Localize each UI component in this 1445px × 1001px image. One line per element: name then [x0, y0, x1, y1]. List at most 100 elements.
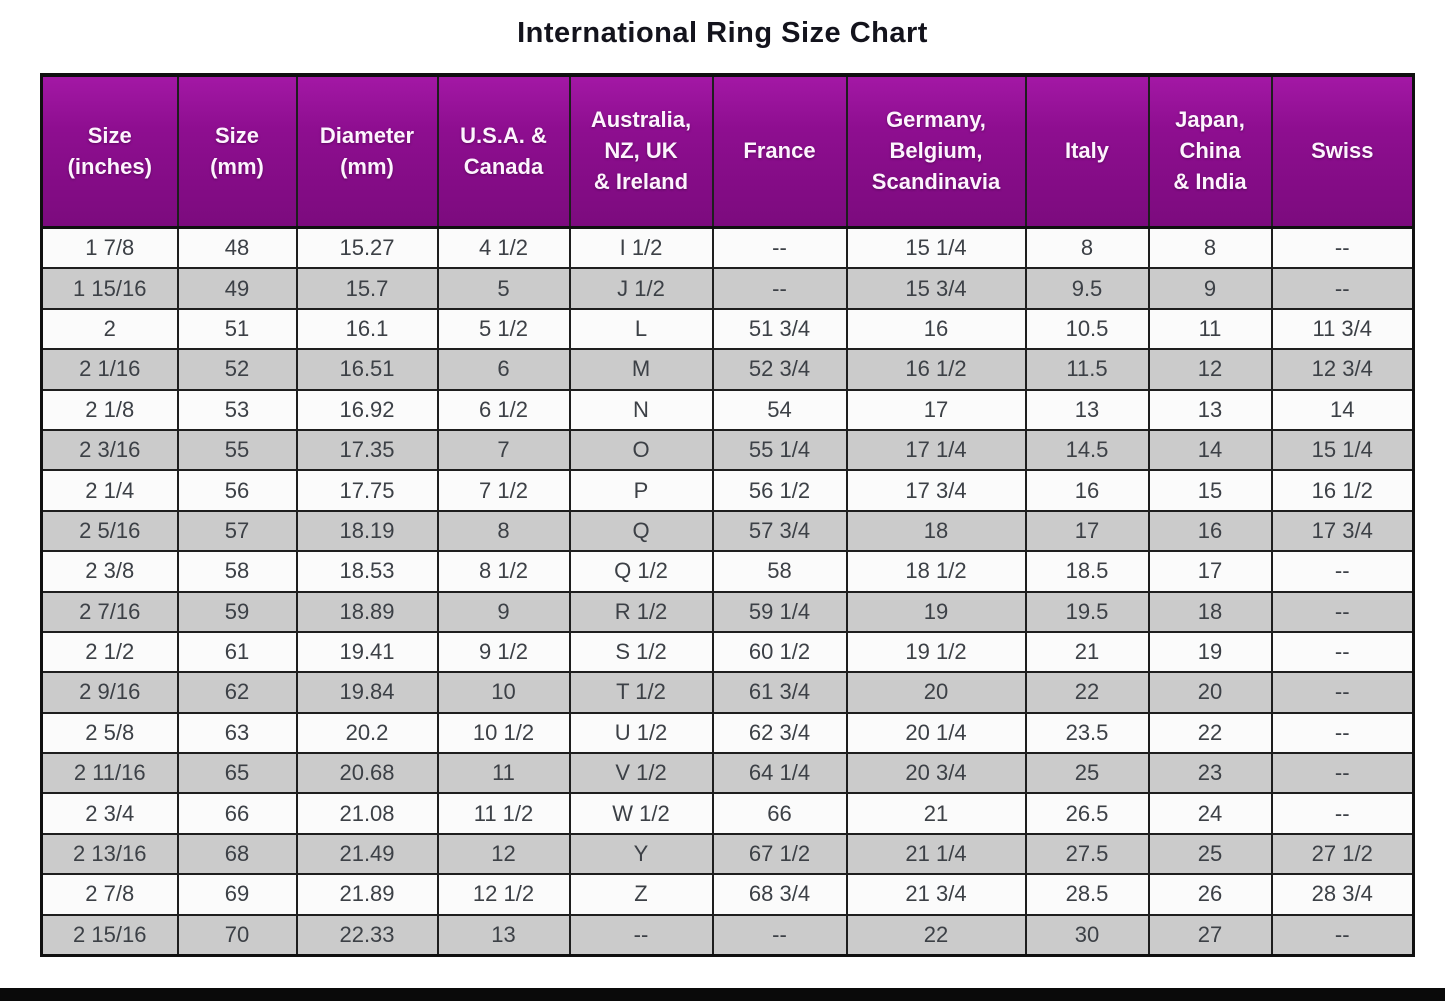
table-cell: 17.75: [295, 469, 439, 512]
table-row: 2 15/16 70 22.33 13 -- -- 22 30 27 --: [40, 913, 1415, 957]
table-cell: 9.5: [1024, 267, 1150, 310]
table-cell: Q 1/2: [568, 550, 714, 593]
column-header-japan-china-india: Japan, China & India: [1147, 73, 1273, 229]
table-cell: 62 3/4: [711, 711, 848, 755]
table-cell: 58: [176, 550, 298, 593]
table-cell: 10: [436, 671, 571, 714]
table-cell: 58: [711, 550, 848, 593]
table-cell: 11 3/4: [1270, 307, 1415, 351]
table-cell: N: [568, 388, 714, 431]
table-cell: 20 3/4: [845, 752, 1027, 795]
table-cell: 25: [1147, 832, 1273, 876]
table-cell: 16: [1147, 509, 1273, 553]
table-cell: 9 1/2: [436, 630, 571, 674]
table-cell: 11.5: [1024, 348, 1150, 391]
table-cell: --: [1270, 711, 1415, 755]
column-header-germany-belgium-scandinavia: Germany, Belgium, Scandinavia: [845, 73, 1027, 229]
table-row: 1 15/16 49 15.7 5 J 1/2 -- 15 3/4 9.5 9 --: [40, 267, 1415, 310]
table-cell: 2 15/16: [40, 913, 179, 957]
table-cell: 55: [176, 428, 298, 472]
table-cell: 14: [1147, 428, 1273, 472]
table-cell: 25: [1024, 752, 1150, 795]
table-cell: 21.89: [295, 873, 439, 916]
table-cell: --: [711, 913, 848, 957]
table-cell: 22.33: [295, 913, 439, 957]
table-cell: 19: [1147, 630, 1273, 674]
table-cell: 27.5: [1024, 832, 1150, 876]
table-cell: --: [711, 267, 848, 310]
table-cell: 2 1/16: [40, 348, 179, 391]
table-cell: 2 5/16: [40, 509, 179, 553]
table-cell: 56: [176, 469, 298, 512]
table-cell: 15 1/4: [845, 226, 1027, 270]
table-cell: 18 1/2: [845, 550, 1027, 593]
table-cell: 17 1/4: [845, 428, 1027, 472]
table-cell: 23: [1147, 752, 1273, 795]
table-cell: 10.5: [1024, 307, 1150, 351]
table-cell: Z: [568, 873, 714, 916]
table-cell: 48: [176, 226, 298, 270]
table-cell: O: [568, 428, 714, 472]
table-cell: 66: [711, 792, 848, 835]
table-cell: 60 1/2: [711, 630, 848, 674]
table-cell: 59 1/4: [711, 590, 848, 633]
table-row: 2 11/16 65 20.68 11 V 1/2 64 1/4 20 3/4 25 23 --: [40, 752, 1415, 795]
table-row: 2 1/16 52 16.51 6 M 52 3/4 16 1/2 11.5 12 12 3/4: [40, 348, 1415, 391]
table-cell: 57: [176, 509, 298, 553]
table-cell: 2 1/8: [40, 388, 179, 431]
table-cell: 12 3/4: [1270, 348, 1415, 391]
table-cell: 59: [176, 590, 298, 633]
table-row: 2 3/8 58 18.53 8 1/2 Q 1/2 58 18 1/2 18.5 17 --: [40, 550, 1415, 593]
table-cell: L: [568, 307, 714, 351]
table-cell: 26.5: [1024, 792, 1150, 835]
table-cell: --: [568, 913, 714, 957]
table-cell: 6: [436, 348, 571, 391]
table-cell: 15.27: [295, 226, 439, 270]
table-cell: 49: [176, 267, 298, 310]
table-cell: P: [568, 469, 714, 512]
table-cell: 17: [845, 388, 1027, 431]
table-cell: 18.89: [295, 590, 439, 633]
table-cell: 20 1/4: [845, 711, 1027, 755]
table-cell: --: [1270, 792, 1415, 835]
table-cell: 16: [845, 307, 1027, 351]
table-cell: 12: [1147, 348, 1273, 391]
column-header-diameter-mm: Diameter (mm): [295, 73, 439, 229]
table-cell: 10 1/2: [436, 711, 571, 755]
table-cell: 2 1/2: [40, 630, 179, 674]
table-cell: 4 1/2: [436, 226, 571, 270]
table-cell: 12: [436, 832, 571, 876]
table-cell: 30: [1024, 913, 1150, 957]
table-cell: S 1/2: [568, 630, 714, 674]
table-cell: M: [568, 348, 714, 391]
table-cell: --: [1270, 590, 1415, 633]
page-title: International Ring Size Chart: [517, 17, 928, 50]
table-cell: 14.5: [1024, 428, 1150, 472]
table-cell: 15: [1147, 469, 1273, 512]
table-cell: 2 1/4: [40, 469, 179, 512]
table-cell: 17: [1147, 550, 1273, 593]
table-cell: 7 1/2: [436, 469, 571, 512]
table-cell: 21: [1024, 630, 1150, 674]
table-cell: 52 3/4: [711, 348, 848, 391]
table-cell: W 1/2: [568, 792, 714, 835]
table-cell: 51: [176, 307, 298, 351]
table-cell: 19: [845, 590, 1027, 633]
table-cell: 2: [40, 307, 179, 351]
table-cell: 68 3/4: [711, 873, 848, 916]
table-cell: 27 1/2: [1270, 832, 1415, 876]
table-cell: Q: [568, 509, 714, 553]
table-cell: 20: [1147, 671, 1273, 714]
column-header-size-inches: Size (inches): [40, 73, 179, 229]
table-row: 2 1/2 61 19.41 9 1/2 S 1/2 60 1/2 19 1/2 21 19 --: [40, 630, 1415, 674]
table-cell: 11 1/2: [436, 792, 571, 835]
table-cell: 21.08: [295, 792, 439, 835]
column-header-swiss: Swiss: [1270, 73, 1415, 229]
table-cell: 16 1/2: [845, 348, 1027, 391]
table-cell: --: [1270, 671, 1415, 714]
table-cell: 5: [436, 267, 571, 310]
table-cell: 2 3/16: [40, 428, 179, 472]
table-cell: 64 1/4: [711, 752, 848, 795]
table-cell: 16.92: [295, 388, 439, 431]
table-cell: 68: [176, 832, 298, 876]
